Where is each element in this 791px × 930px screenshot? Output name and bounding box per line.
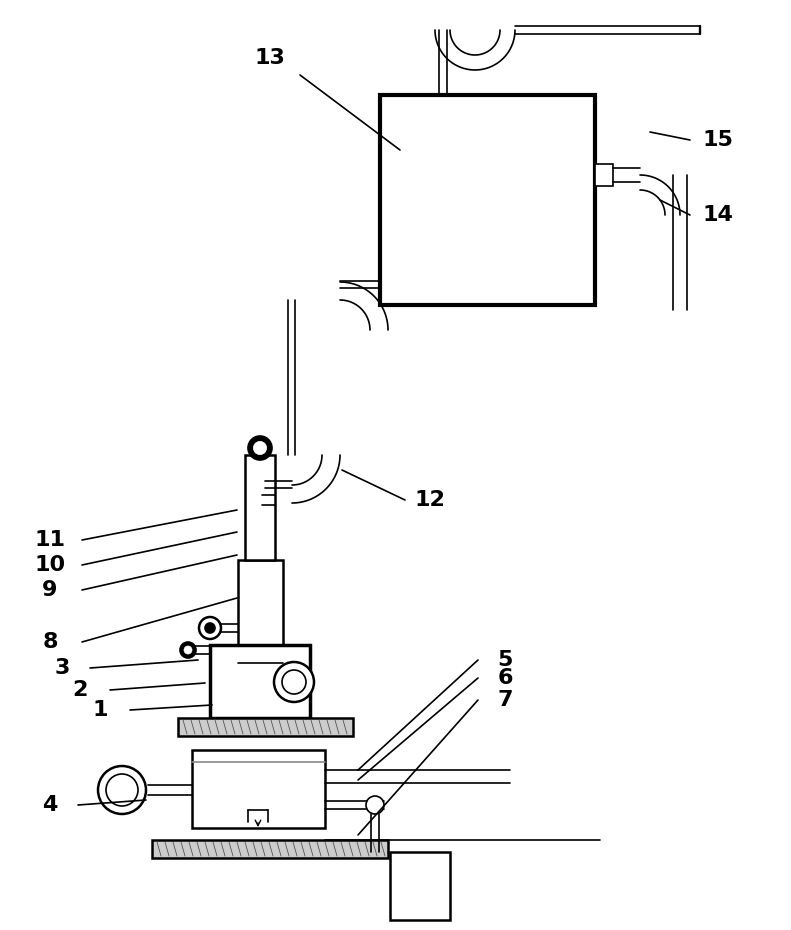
Circle shape xyxy=(274,662,314,702)
Text: 5: 5 xyxy=(498,650,513,670)
Text: 4: 4 xyxy=(42,795,58,815)
Text: 8: 8 xyxy=(42,632,58,652)
Circle shape xyxy=(184,646,192,654)
Text: 2: 2 xyxy=(72,680,88,700)
Text: 10: 10 xyxy=(35,555,66,575)
Circle shape xyxy=(106,774,138,806)
Circle shape xyxy=(205,623,215,633)
Text: 1: 1 xyxy=(93,700,108,720)
Text: 7: 7 xyxy=(498,690,513,710)
Bar xyxy=(210,645,310,718)
Circle shape xyxy=(180,642,196,658)
Circle shape xyxy=(98,766,146,814)
Circle shape xyxy=(253,442,267,455)
Text: 9: 9 xyxy=(42,580,58,600)
Text: 12: 12 xyxy=(414,490,445,510)
Circle shape xyxy=(366,796,384,814)
Text: 6: 6 xyxy=(498,668,513,688)
Text: 14: 14 xyxy=(702,205,733,225)
Bar xyxy=(152,840,388,858)
Bar xyxy=(192,750,325,828)
Circle shape xyxy=(199,617,221,639)
Bar xyxy=(238,560,283,645)
Bar xyxy=(178,718,353,736)
Text: 13: 13 xyxy=(255,48,286,68)
Bar xyxy=(390,852,450,920)
Text: 3: 3 xyxy=(55,658,70,678)
Bar xyxy=(595,164,613,186)
Circle shape xyxy=(282,670,306,694)
Bar xyxy=(380,95,595,305)
Text: 15: 15 xyxy=(702,130,733,150)
Text: 11: 11 xyxy=(35,530,66,550)
Circle shape xyxy=(248,436,272,460)
Bar xyxy=(245,455,275,560)
